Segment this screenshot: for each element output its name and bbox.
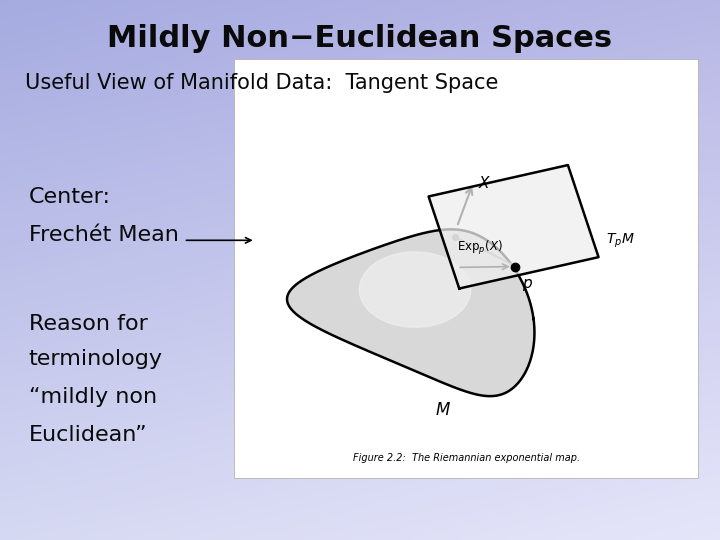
Text: “mildly non: “mildly non <box>29 387 157 407</box>
Polygon shape <box>359 252 471 327</box>
Text: $T_pM$: $T_pM$ <box>606 231 634 249</box>
Text: Center:: Center: <box>29 187 111 207</box>
Text: Reason for: Reason for <box>29 314 148 334</box>
Text: Figure 2.2:  The Riemannian exponential map.: Figure 2.2: The Riemannian exponential m… <box>353 453 580 463</box>
Polygon shape <box>287 230 534 396</box>
Text: Useful View of Manifold Data:  Tangent Space: Useful View of Manifold Data: Tangent Sp… <box>25 73 498 93</box>
Text: Euclidean”: Euclidean” <box>29 424 148 445</box>
Text: $X$: $X$ <box>478 175 491 191</box>
Text: Mildly Non−Euclidean Spaces: Mildly Non−Euclidean Spaces <box>107 24 613 53</box>
Text: $M$: $M$ <box>435 401 451 419</box>
Text: terminology: terminology <box>29 349 163 369</box>
Text: Frechét Mean: Frechét Mean <box>29 225 179 245</box>
Text: $p$: $p$ <box>522 277 533 293</box>
Polygon shape <box>428 165 598 288</box>
Text: $\mathrm{Exp}_p(X)$: $\mathrm{Exp}_p(X)$ <box>457 239 503 256</box>
FancyBboxPatch shape <box>234 59 698 478</box>
